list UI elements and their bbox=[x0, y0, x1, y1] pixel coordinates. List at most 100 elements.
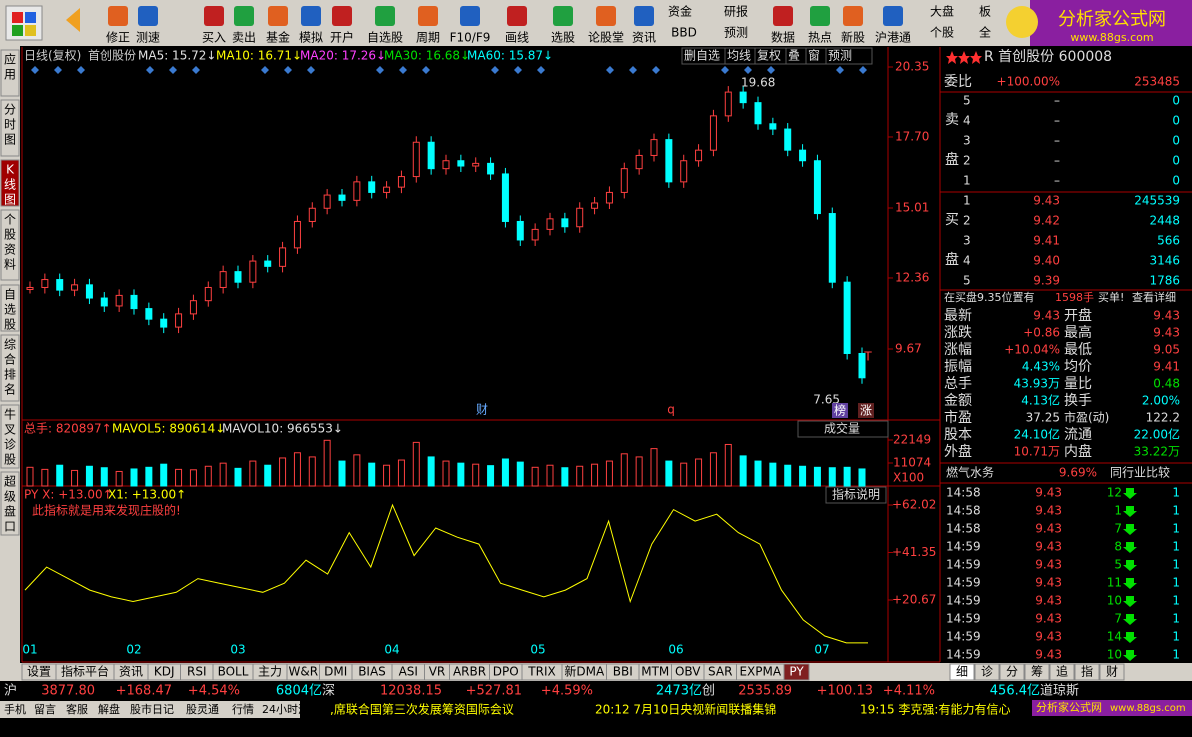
header-button[interactable] bbox=[825, 47, 873, 65]
bottom-tab-label[interactable]: MTM bbox=[641, 665, 669, 679]
right-tab-label[interactable]: 诊 bbox=[981, 665, 993, 679]
button-icon[interactable] bbox=[460, 6, 480, 26]
toolbar-button[interactable]: 资讯 bbox=[632, 31, 656, 45]
toolbar-button[interactable]: 全 bbox=[979, 25, 991, 40]
left-tab[interactable] bbox=[0, 49, 20, 97]
right-tab[interactable] bbox=[1099, 663, 1125, 681]
status-item[interactable]: 股灵通 bbox=[186, 703, 219, 716]
toolbar-button[interactable]: 沪港通 bbox=[875, 31, 911, 45]
button-icon[interactable] bbox=[108, 6, 128, 26]
toolbar-button[interactable]: 卖出 bbox=[232, 31, 256, 45]
bottom-tab-label[interactable]: 新DMA bbox=[564, 664, 605, 679]
link[interactable]: 同行业比较 bbox=[1110, 465, 1170, 480]
button-icon[interactable] bbox=[268, 6, 288, 26]
header-button-label[interactable]: 预测 bbox=[828, 49, 852, 63]
left-tab[interactable] bbox=[0, 284, 20, 332]
toolbar-button[interactable]: 大盘 bbox=[930, 4, 954, 19]
button-icon[interactable] bbox=[418, 6, 438, 26]
left-tab[interactable] bbox=[0, 334, 20, 402]
right-tab[interactable] bbox=[949, 663, 975, 681]
toolbar-button[interactable]: 周期 bbox=[416, 31, 440, 45]
status-item[interactable]: 客服 bbox=[66, 702, 88, 716]
status-item[interactable]: 解盘 bbox=[98, 702, 120, 716]
toolbar-button[interactable]: 论股堂 bbox=[588, 31, 624, 45]
left-tab[interactable] bbox=[0, 471, 20, 536]
status-item[interactable]: 股市日记 bbox=[130, 702, 174, 716]
toolbar-button[interactable]: 热点 bbox=[808, 31, 832, 45]
button-icon[interactable] bbox=[138, 6, 158, 26]
right-tab[interactable] bbox=[974, 663, 1000, 681]
bottom-tab-label[interactable]: 设置 bbox=[27, 665, 51, 679]
bottom-tab-label[interactable]: TRIX bbox=[527, 665, 555, 679]
status-item[interactable]: 手机 bbox=[4, 702, 26, 716]
bottom-tab-label[interactable]: DPO bbox=[493, 665, 519, 679]
toolbar-button[interactable]: 画线 bbox=[505, 31, 529, 45]
bottom-tab-label[interactable]: ASI bbox=[399, 665, 418, 679]
bottom-tab-label[interactable]: OBV bbox=[675, 665, 701, 679]
button-icon[interactable] bbox=[883, 6, 903, 26]
right-tab-label[interactable]: 追 bbox=[1056, 664, 1068, 679]
button-icon[interactable] bbox=[234, 6, 254, 26]
left-tab[interactable] bbox=[0, 404, 20, 469]
header-button-label[interactable]: 均线 bbox=[727, 49, 751, 63]
button-icon[interactable] bbox=[810, 6, 830, 26]
toolbar-button[interactable]: 资金 bbox=[668, 4, 692, 19]
right-tab-label[interactable]: 指 bbox=[1081, 664, 1093, 679]
toolbar-button[interactable]: 个股 bbox=[930, 26, 954, 40]
status-item[interactable]: 24小时滚动 bbox=[262, 702, 320, 716]
bottom-tab-label[interactable]: W&R bbox=[288, 665, 318, 679]
toolbar-button[interactable]: 模拟 bbox=[299, 31, 323, 45]
bottom-tab-label[interactable]: 指标平台 bbox=[61, 664, 109, 679]
right-tab[interactable] bbox=[1049, 663, 1075, 681]
button-icon[interactable] bbox=[773, 6, 793, 26]
menu-icon[interactable] bbox=[5, 5, 43, 41]
status-item[interactable]: 行情 bbox=[232, 703, 254, 716]
button-icon[interactable] bbox=[553, 6, 573, 26]
button-icon[interactable] bbox=[596, 6, 616, 26]
bottom-tab-label[interactable]: SAR bbox=[708, 665, 732, 679]
toolbar-button[interactable]: 买入 bbox=[202, 31, 226, 45]
indicator-select[interactable] bbox=[797, 420, 889, 438]
button-icon[interactable] bbox=[507, 6, 527, 26]
bottom-tab-label[interactable]: VR bbox=[429, 665, 446, 679]
toolbar-button[interactable]: 预测 bbox=[724, 26, 748, 40]
toolbar-button[interactable]: F10/F9 bbox=[450, 31, 491, 45]
left-tab[interactable] bbox=[0, 99, 20, 157]
button-icon[interactable] bbox=[204, 6, 224, 26]
toolbar-button[interactable]: 基金 bbox=[266, 30, 290, 45]
header-button-label[interactable]: 复权 bbox=[757, 49, 781, 63]
bottom-tab-label[interactable]: EXPMA bbox=[739, 665, 781, 679]
right-tab[interactable] bbox=[999, 663, 1025, 681]
bottom-tab-label[interactable]: DMI bbox=[324, 665, 347, 679]
toolbar-button[interactable]: 修正 bbox=[106, 30, 130, 45]
bottom-tab-label[interactable]: ARBR bbox=[453, 665, 486, 679]
toolbar-button[interactable]: 数据 bbox=[771, 30, 795, 45]
button-icon[interactable] bbox=[332, 6, 352, 26]
right-tab-label[interactable]: 分 bbox=[1006, 665, 1018, 679]
right-tab[interactable] bbox=[1074, 663, 1100, 681]
indicator-help-label[interactable]: 指标说明 bbox=[832, 487, 880, 502]
bottom-tab-label[interactable]: PY bbox=[789, 665, 804, 679]
bottom-tab-label[interactable]: BOLL bbox=[218, 665, 249, 679]
status-item[interactable]: 留言 bbox=[34, 703, 56, 716]
header-button-label[interactable]: 叠 bbox=[788, 49, 800, 63]
bottom-tab-label[interactable]: 资讯 bbox=[119, 665, 143, 679]
toolbar-button[interactable]: BBD bbox=[671, 26, 697, 40]
button-icon[interactable] bbox=[634, 6, 654, 26]
toolbar-button[interactable]: 开户 bbox=[330, 30, 354, 45]
indicator-name[interactable]: 成交量 bbox=[824, 421, 860, 436]
button-icon[interactable] bbox=[301, 6, 321, 26]
link[interactable]: 查看详细 bbox=[1132, 290, 1176, 304]
right-tab-label[interactable]: 细 bbox=[956, 665, 968, 679]
button-icon[interactable] bbox=[375, 6, 395, 26]
bottom-tab-label[interactable]: 主力 bbox=[258, 665, 282, 679]
bottom-tab-label[interactable]: BBI bbox=[613, 665, 633, 679]
right-tab-label[interactable]: 财 bbox=[1106, 665, 1118, 679]
toolbar-button[interactable]: 自选股 bbox=[367, 31, 403, 45]
bottom-tab-label[interactable]: KDJ bbox=[154, 665, 175, 679]
right-tab-label[interactable]: 筹 bbox=[1031, 665, 1043, 679]
back-icon[interactable] bbox=[66, 8, 80, 32]
header-button-label[interactable]: 窗 bbox=[808, 49, 820, 63]
button-icon[interactable] bbox=[843, 6, 863, 26]
indicator-help[interactable] bbox=[825, 486, 887, 504]
